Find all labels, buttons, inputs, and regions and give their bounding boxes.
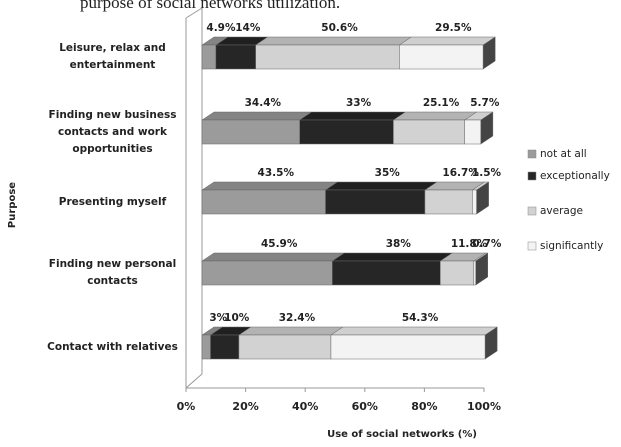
bar-segment [201, 334, 211, 360]
y-tick-label: Contact with relatives [47, 340, 178, 353]
bar-segment [201, 119, 300, 145]
data-label: 35% [375, 167, 401, 179]
bar-segment [393, 119, 465, 145]
bar-end [475, 252, 489, 286]
bar-top [201, 252, 346, 262]
x-tick-label: 60% [352, 400, 378, 413]
bar-top [392, 111, 478, 121]
bar-top [324, 181, 438, 191]
bar-segment [332, 260, 441, 286]
data-label: 54.3% [402, 312, 439, 324]
bar-segment [201, 260, 333, 286]
bar-segment [473, 260, 477, 286]
legend-swatch [527, 149, 537, 159]
bar-top [201, 111, 313, 121]
bar-segment [472, 189, 477, 215]
y-tick-label: Presenting myself [58, 195, 167, 208]
category-label-box: Finding new personal contacts [48, 258, 177, 287]
bar-segment [424, 189, 473, 215]
legend-swatch [527, 171, 537, 181]
bar-top [238, 326, 344, 336]
bar-segment [325, 189, 426, 215]
data-label: 3% [209, 312, 227, 324]
bar-segment [201, 44, 217, 70]
bar-top [201, 181, 339, 191]
category-label-box: Leisure, relax and entertainment [59, 42, 166, 71]
data-label: 43.5% [258, 167, 295, 179]
x-tick-label: 100% [467, 400, 501, 413]
y-tick-label: Finding new business contacts and work o… [48, 108, 177, 155]
category-label-box: Finding new business contacts and work o… [48, 108, 177, 155]
category-label-box: Contact with relatives [47, 340, 178, 353]
bar-top [254, 36, 413, 46]
category-label-box: Presenting myself [58, 195, 167, 208]
data-label: 33% [346, 97, 372, 109]
x-axis-label: Use of social networks (%) [327, 429, 477, 440]
data-label: 25.1% [423, 97, 460, 109]
data-label: 16.7% [442, 167, 479, 179]
data-label: 32.4% [279, 312, 316, 324]
data-label: 38% [386, 238, 412, 250]
bar-segment [255, 44, 400, 70]
x-tick-label: 80% [411, 400, 437, 413]
legend-swatch [527, 241, 537, 251]
legend-swatch [527, 206, 537, 216]
data-label: 50.6% [321, 22, 358, 34]
bar-segment [440, 260, 475, 286]
data-label: 4.9% [206, 22, 236, 34]
x-tick-label: 40% [292, 400, 318, 413]
y-axis-label: Purpose [7, 182, 18, 228]
legend-label: significantly [540, 240, 603, 252]
legend-label: exceptionally [540, 170, 610, 182]
bar-segment [210, 334, 240, 360]
bar-segment [464, 119, 482, 145]
y-tick-label: Finding new personal contacts [48, 258, 177, 287]
data-label: 29.5% [435, 22, 472, 34]
bar-segment [201, 189, 326, 215]
bar-top [398, 36, 496, 46]
x-tick-label: 0% [177, 400, 196, 413]
x-tick-label: 20% [232, 400, 258, 413]
data-label: 5.7% [470, 97, 500, 109]
data-label: 45.9% [261, 238, 298, 250]
data-label: 34.4% [245, 97, 282, 109]
data-label: 14% [235, 22, 261, 34]
data-label: 10% [224, 312, 250, 324]
bar-end [484, 326, 498, 360]
bar-segment [238, 334, 332, 360]
data-label: 1.5% [472, 167, 502, 179]
bar-segment [215, 44, 256, 70]
data-label: 11.8% [451, 238, 488, 250]
bar-segment [330, 334, 486, 360]
caption: purpose of social networks utilization. [80, 0, 340, 12]
legend-label: average [540, 205, 583, 217]
legend-label: not at all [540, 148, 587, 160]
bar-end [482, 36, 496, 70]
bar-segment [399, 44, 484, 70]
bar-top [298, 111, 407, 121]
bar-top [330, 326, 498, 336]
y-tick-label: Leisure, relax and entertainment [59, 42, 166, 71]
bar-top [331, 252, 454, 262]
bar-segment [299, 119, 394, 145]
bar-end [480, 111, 494, 145]
bar-end [476, 181, 489, 215]
data-label: 0.7% [472, 238, 502, 250]
